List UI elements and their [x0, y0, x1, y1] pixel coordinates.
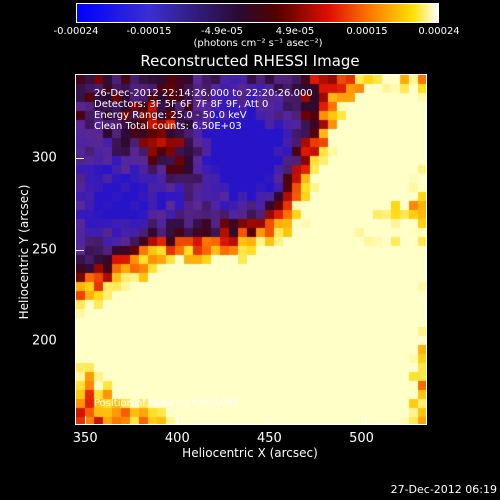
footer-date: 27-Dec-2012 06:19 [390, 483, 497, 496]
plot-area [75, 74, 427, 425]
x-tick-label: 450 [256, 431, 282, 446]
x-tick-mark [269, 416, 271, 424]
y-tick-mark [76, 341, 84, 343]
colorbar-tick-label: 0.00024 [418, 26, 460, 37]
heatmap-image [76, 75, 426, 424]
x-tick-mark [85, 416, 87, 424]
x-tick-label: 350 [72, 431, 98, 446]
x-axis-label: Heliocentric X (arcsec) [182, 446, 318, 460]
time-range-label: 26-Dec-2012 22:14:26.000 to 22:20:26.000 [94, 88, 313, 99]
y-tick-label: 300 [32, 150, 57, 166]
clean-counts-label: Clean Total counts: 6.50E+03 [94, 121, 242, 132]
x-tick-label: 400 [164, 431, 190, 446]
y-tick-label: 250 [32, 242, 57, 257]
y-tick-mark [76, 157, 84, 159]
energy-range-label: Energy Range: 25.0 - 50.0 keV [94, 110, 247, 121]
y-tick-mark [76, 249, 84, 251]
y-axis-label: Heliocentric Y (arcsec) [17, 184, 31, 320]
colorbar-tick-label: 0.00015 [346, 26, 388, 37]
colorbar-unit: (photons cm⁻² s⁻¹ asec⁻²) [193, 38, 323, 49]
x-tick-label: 500 [349, 431, 374, 446]
chart-title: Reconstructed RHESSI Image [140, 52, 360, 70]
x-tick-mark [177, 416, 179, 424]
colorbar-tick-label: -0.00015 [126, 26, 172, 37]
detectors-label: Detectors: 3F 5F 6F 7F 8F 9F, Att 0 [94, 99, 269, 110]
colorbar-tick-label: -4.9e-05 [201, 26, 243, 37]
colorbar-gradient [77, 4, 438, 22]
y-tick-label: 200 [32, 333, 57, 349]
x-tick-mark [361, 416, 363, 424]
colorbar-tick-label: -0.00024 [53, 26, 99, 37]
colorbar-tick-label: 4.9e-05 [275, 26, 315, 37]
colorbar [76, 3, 439, 23]
peak-position-label: Position of Peak = [524,164] [94, 398, 237, 409]
